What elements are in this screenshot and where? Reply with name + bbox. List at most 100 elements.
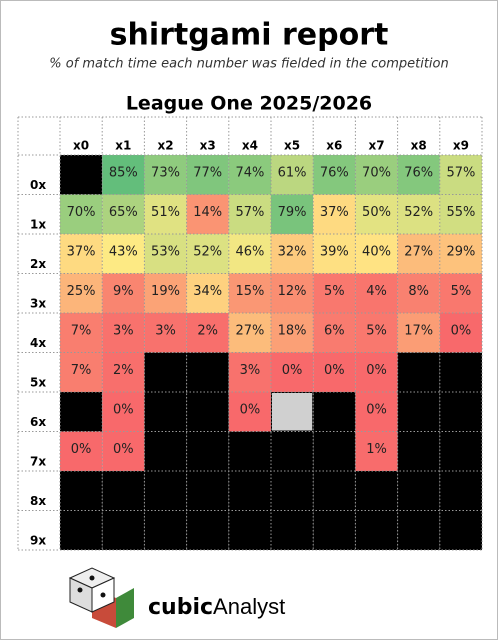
row-label: 0x (30, 178, 46, 192)
cell-label: 0% (324, 363, 345, 378)
empty-cell (144, 510, 187, 550)
cell-label: 0% (240, 402, 261, 417)
cell-label: 46% (235, 244, 264, 259)
cell-label: 39% (320, 244, 349, 259)
cell (313, 234, 356, 274)
heatmap: 85% 73% 77% 74% 61% 76% 70% 76% 57% 70% 65% 51% 14% 5… (17, 116, 483, 551)
cell-label: 19% (151, 284, 180, 299)
cell-label: 9% (113, 284, 134, 299)
empty-cell (60, 471, 103, 511)
column-label: x1 (115, 139, 131, 153)
empty-cell (439, 510, 482, 550)
cell-label: 0% (366, 402, 387, 417)
blank-cell (272, 393, 313, 431)
cell (313, 273, 356, 313)
cell-label: 0% (113, 442, 134, 457)
column-label: x6 (326, 139, 342, 153)
cell (102, 155, 145, 195)
cell-label: 7% (71, 323, 92, 338)
cell (228, 392, 271, 432)
cell (355, 431, 398, 471)
cell-label: 27% (404, 244, 433, 259)
cell-label: 65% (109, 205, 138, 220)
cell (186, 234, 229, 274)
empty-cell (439, 471, 482, 511)
cell-label: 17% (404, 323, 433, 338)
cell-label: 43% (109, 244, 138, 259)
row-label: 6x (30, 415, 46, 429)
logo-pip (77, 587, 83, 593)
empty-cell (228, 471, 271, 511)
row-label: 4x (30, 336, 46, 350)
column-label: x3 (200, 139, 216, 153)
cell-label: 25% (67, 284, 96, 299)
empty-cell (144, 352, 187, 392)
cell-label: 29% (446, 244, 475, 259)
row-label: 3x (30, 297, 46, 311)
cell (397, 155, 440, 195)
column-label: x4 (242, 139, 258, 153)
heading: League One 2025/2026 (126, 93, 372, 115)
brand-regular: Analyst (213, 594, 285, 619)
column-label: x8 (411, 139, 427, 153)
row-label: 7x (30, 455, 46, 469)
cell-label: 70% (67, 205, 96, 220)
empty-cell (144, 471, 187, 511)
cell-label: 0% (282, 363, 303, 378)
cell (60, 234, 103, 274)
column-label: x2 (157, 139, 173, 153)
cell (186, 155, 229, 195)
cell-label: 7% (71, 363, 92, 378)
cell-label: 12% (278, 284, 307, 299)
subtitle: % of match time each number was fielded … (49, 57, 448, 72)
empty-cell (355, 510, 398, 550)
cell-label: 27% (235, 323, 264, 338)
empty-cell (60, 510, 103, 550)
empty-cell (355, 471, 398, 511)
cell (186, 313, 229, 353)
column-label: x7 (368, 139, 384, 153)
cell-label: 57% (235, 205, 264, 220)
cell (228, 234, 271, 274)
cell (271, 234, 314, 274)
cell-label: 79% (278, 205, 307, 220)
cell-label: 37% (320, 205, 349, 220)
cell-label: 55% (446, 205, 475, 220)
cell-label: 0% (71, 442, 92, 457)
empty-cell (144, 392, 187, 432)
cell (102, 194, 145, 234)
cell-label: 2% (197, 323, 218, 338)
empty-cell (271, 471, 314, 511)
cell (355, 392, 398, 432)
cell (60, 352, 103, 392)
cell-label: 3% (113, 323, 134, 338)
cell-label: 70% (362, 165, 391, 180)
empty-cell (271, 510, 314, 550)
cell-label: 40% (362, 244, 391, 259)
cell-label: 32% (278, 244, 307, 259)
cell-label: 37% (67, 244, 96, 259)
cell-label: 2% (113, 363, 134, 378)
empty-cell (397, 510, 440, 550)
cell (228, 313, 271, 353)
empty-cell (60, 155, 103, 195)
cell (439, 313, 482, 353)
cell-label: 77% (193, 165, 222, 180)
cell (439, 273, 482, 313)
logo-cube (116, 588, 134, 628)
cell (397, 194, 440, 234)
row-label: 9x (30, 534, 46, 548)
cell (439, 194, 482, 234)
cell-label: 61% (278, 165, 307, 180)
cell (313, 352, 356, 392)
cell (186, 194, 229, 234)
cell-label: 8% (408, 284, 429, 299)
cell (60, 313, 103, 353)
empty-cell (397, 431, 440, 471)
cell (355, 313, 398, 353)
cell (313, 194, 356, 234)
cell (355, 155, 398, 195)
empty-cell (397, 471, 440, 511)
logo (68, 567, 134, 628)
cell (144, 234, 187, 274)
